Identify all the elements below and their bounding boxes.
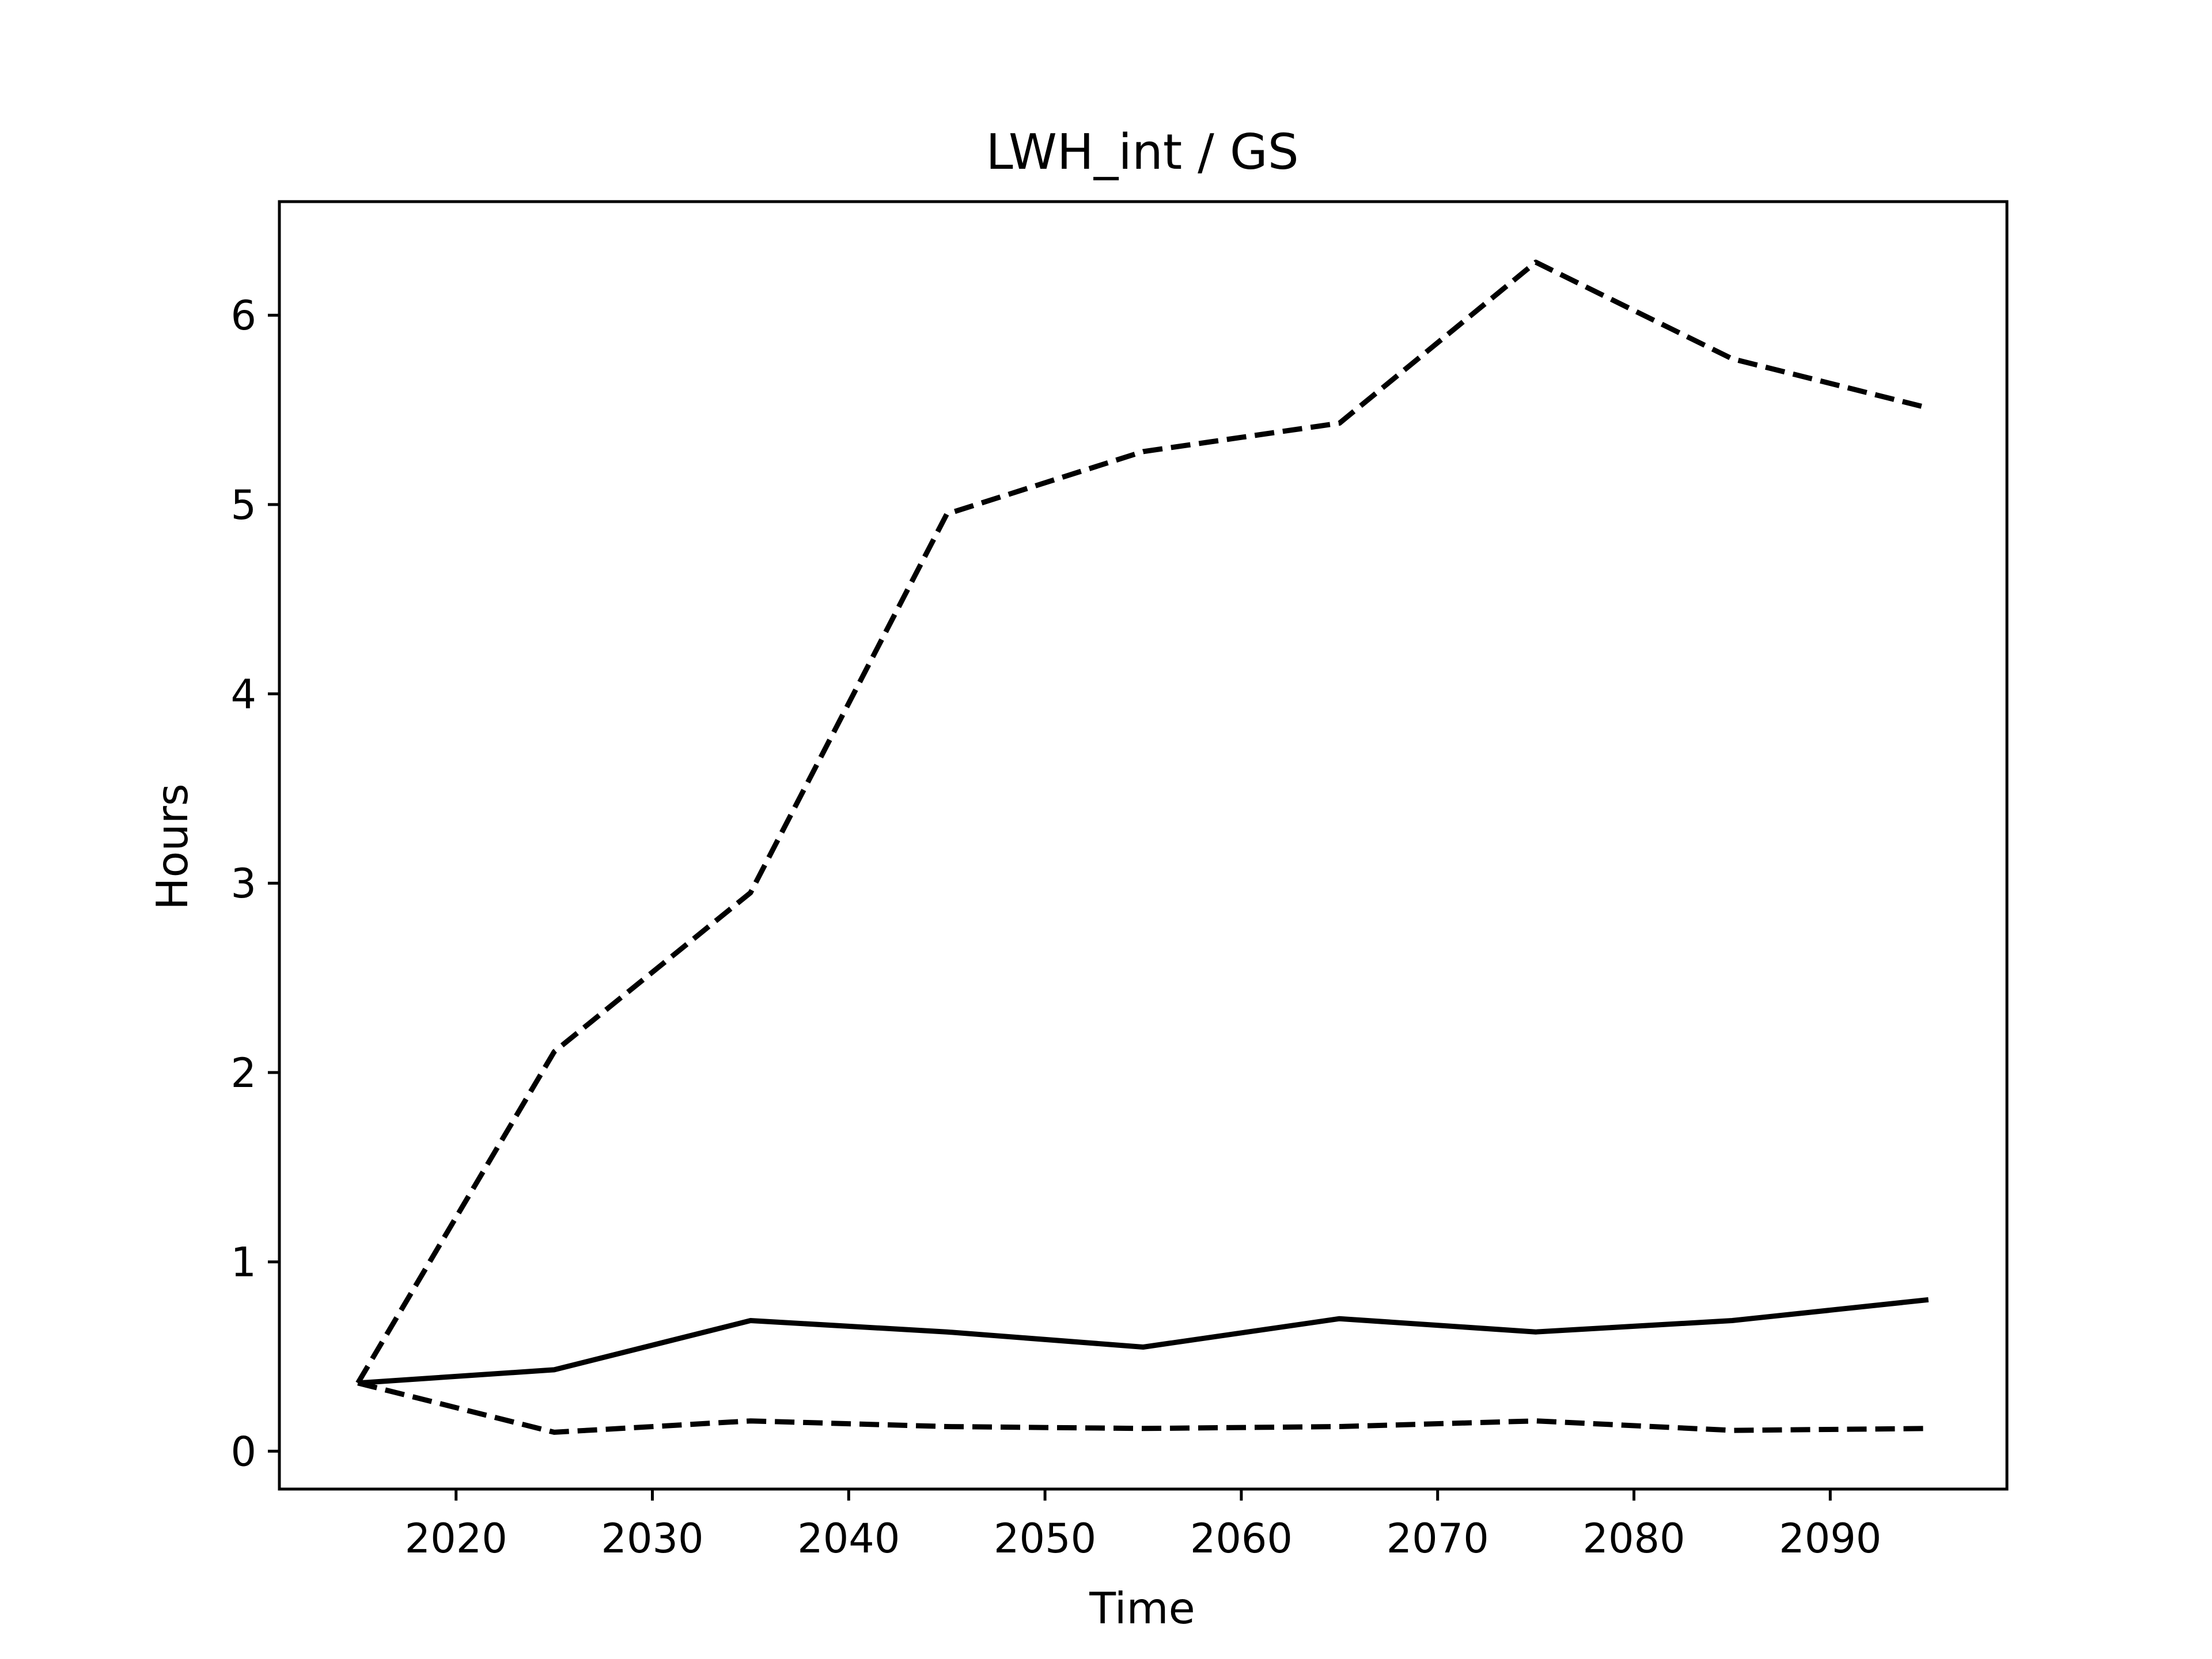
chart-title: LWH_int / GS: [986, 124, 1298, 181]
x-axis: 2020 2030 2040 2050 2060 2070 2080 2090: [405, 1489, 1881, 1562]
x-tick-label: 2030: [601, 1515, 703, 1562]
x-axis-label: Time: [1089, 1583, 1195, 1634]
x-tick-label: 2090: [1779, 1515, 1881, 1562]
y-tick-label: 5: [230, 482, 256, 529]
x-tick-label: 2020: [405, 1515, 507, 1562]
y-axis-label: Hours: [147, 783, 198, 910]
y-tick-label: 0: [230, 1428, 256, 1475]
y-tick-label: 4: [230, 671, 256, 718]
x-tick-label: 2070: [1387, 1515, 1489, 1562]
y-tick-label: 2: [230, 1050, 256, 1097]
y-axis: 0 1 2 3 4 5 6: [230, 292, 279, 1475]
x-tick-label: 2050: [994, 1515, 1096, 1562]
plot-frame: [278, 200, 2009, 1491]
x-tick-label: 2080: [1582, 1515, 1685, 1562]
series-line-2-dashed: [355, 259, 1929, 1385]
plot-lines: [355, 259, 1929, 1435]
y-tick-label: 6: [230, 292, 256, 339]
y-tick-label: 1: [230, 1239, 256, 1286]
series-line-1-solid: [357, 1297, 1929, 1386]
y-tick-label: 3: [230, 860, 256, 907]
x-tick-label: 2040: [797, 1515, 900, 1562]
x-tick-label: 2060: [1190, 1515, 1293, 1562]
series-line-3-dashed: [357, 1380, 1929, 1435]
